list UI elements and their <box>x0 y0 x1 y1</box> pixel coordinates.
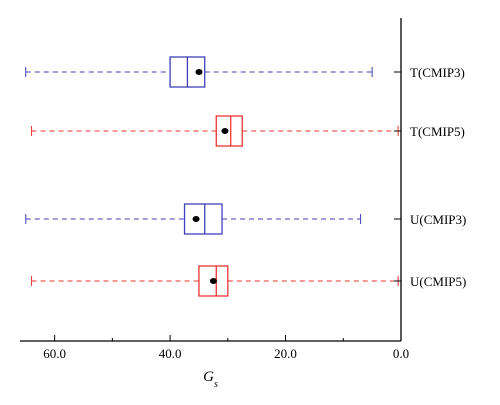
box-iqr <box>183 203 223 235</box>
mean-marker <box>221 128 229 134</box>
x-axis-title-main: G <box>203 369 214 385</box>
mean-marker <box>192 216 200 222</box>
category-label: U(CMIP5) <box>410 274 466 289</box>
x-axis-title-sub: s <box>214 379 218 390</box>
box-group-u-cmip3 <box>25 203 362 235</box>
x-ticks: 60.0 40.0 20.0 0.0 <box>43 335 409 361</box>
box-group-t-cmip3 <box>25 56 373 88</box>
box-group-t-cmip5 <box>31 115 399 147</box>
box-iqr <box>198 265 229 297</box>
category-label: T(CMIP3) <box>410 65 465 80</box>
x-tick-label: 0.0 <box>393 346 409 361</box>
x-tick-label: 60.0 <box>43 346 66 361</box>
category-label: T(CMIP5) <box>410 124 465 139</box>
box-group-u-cmip5 <box>31 265 399 297</box>
x-tick-label: 20.0 <box>274 346 297 361</box>
axes <box>20 18 402 342</box>
mean-marker <box>195 69 203 75</box>
mean-marker <box>209 278 217 284</box>
box-iqr <box>215 115 243 147</box>
x-axis-title: Gs <box>203 369 218 390</box>
plot-area <box>25 56 399 297</box>
x-tick-label: 40.0 <box>159 346 182 361</box>
category-label: U(CMIP3) <box>410 212 466 227</box>
category-labels: T(CMIP3) T(CMIP5) U(CMIP3) U(CMIP5) <box>394 65 466 289</box>
